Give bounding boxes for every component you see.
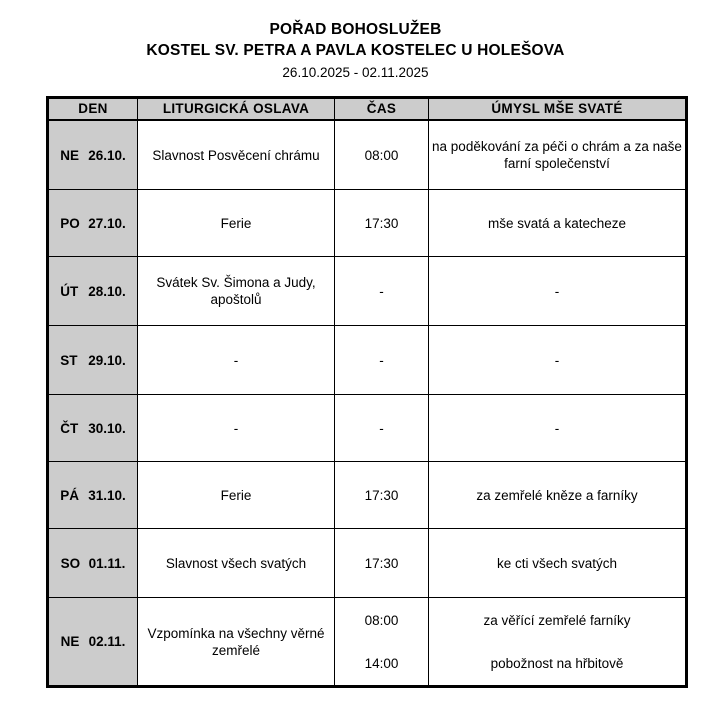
cell-day: SO 01.11. (47, 528, 138, 598)
schedule-table: DEN LITURGICKÁ OSLAVA ČAS ÚMYSL MŠE SVAT… (46, 96, 688, 688)
cell-intention: ke cti všech svatých (428, 528, 687, 598)
page-title-line1: POŘAD BOHOSLUŽEB (269, 21, 442, 38)
cell-day: ČT 30.10. (47, 394, 138, 462)
day-date: 27.10. (88, 215, 126, 231)
table-row: NE 02.11. Vzpomínka na všechny věrné zemř… (47, 597, 687, 687)
table-header-row: DEN LITURGICKÁ OSLAVA ČAS ÚMYSL MŠE SVAT… (47, 97, 687, 121)
cell-time: - (334, 325, 429, 395)
table-row: SO 01.11. Slavnost všech svatých 17:30 ke… (47, 528, 687, 598)
table-row: PÁ 31.10. Ferie 17:30 za zemřelé kněze a … (47, 461, 687, 529)
day-abbreviation: NE (60, 634, 80, 649)
schedule-table-wrapper: DEN LITURGICKÁ OSLAVA ČAS ÚMYSL MŠE SVAT… (46, 96, 688, 688)
cell-celebration: - (137, 325, 335, 395)
day-abbreviation: ÚT (60, 283, 79, 299)
time-primary: 08:00 (364, 612, 399, 628)
day-date: 01.11. (88, 555, 126, 571)
cell-celebration: - (137, 394, 335, 462)
cell-day: NE 02.11. (47, 597, 138, 687)
intention-secondary: pobožnost na hřbitově (490, 655, 624, 671)
day-abbreviation: NE (60, 147, 79, 163)
cell-time: - (334, 256, 429, 326)
cell-time: 17:30 (334, 461, 429, 529)
table-row: ST 29.10. - - - (47, 325, 687, 395)
day-date: 26.10. (88, 147, 126, 163)
cell-day: NE 26.10. (47, 119, 138, 190)
cell-day: ST 29.10. (47, 325, 138, 395)
cell-celebration: Vzpomínka na všechny věrné zemřelé (137, 597, 335, 687)
day-abbreviation: ST (60, 352, 78, 368)
table-row: ÚT 28.10. Svátek Sv. Šimona a Judy, apošt… (47, 256, 687, 326)
table-row: ČT 30.10. - - - (47, 394, 687, 462)
cell-intention: na poděkování za péči o chrám a za naše … (428, 119, 687, 190)
cell-celebration: Svátek Sv. Šimona a Judy, apoštolů (137, 256, 335, 326)
day-date: 30.10. (88, 420, 126, 436)
day-date: 02.11. (88, 634, 126, 649)
intention-primary: za věřící zemřelé farníky (483, 612, 631, 628)
day-date: 31.10. (88, 487, 126, 503)
table-row: PO 27.10. Ferie 17:30 mše svatá a kateche… (47, 189, 687, 257)
intention-stack: za věřící zemřelé farníky pobožnost na h… (429, 598, 685, 685)
day-date: 29.10. (88, 352, 126, 368)
cell-time: - (334, 394, 429, 462)
column-header-intention: ÚMYSL MŠE SVATÉ (428, 97, 687, 121)
cell-time: 17:30 (334, 189, 429, 257)
cell-intention: mše svatá a katecheze (428, 189, 687, 257)
cell-intention: - (428, 325, 687, 395)
page-title-line2: KOSTEL SV. PETRA A PAVLA KOSTELEC U HOLE… (146, 42, 565, 59)
cell-time: 08:00 (334, 119, 429, 190)
table-row: NE 26.10. Slavnost Posvěcení chrámu 08:00… (47, 119, 687, 190)
day-abbreviation: ČT (60, 420, 79, 436)
cell-day: PO 27.10. (47, 189, 138, 257)
column-header-celebration: LITURGICKÁ OSLAVA (137, 97, 335, 121)
day-date: 28.10. (88, 283, 126, 299)
celebration-text: Vzpomínka na všechny věrné zemřelé (147, 625, 325, 658)
schedule-table-body: NE 26.10. Slavnost Posvěcení chrámu 08:00… (47, 119, 687, 687)
time-secondary: 14:00 (364, 655, 399, 671)
cell-time: 08:00 14:00 (334, 597, 429, 687)
cell-intention: za věřící zemřelé farníky pobožnost na h… (428, 597, 687, 687)
cell-celebration: Slavnost všech svatých (137, 528, 335, 598)
document-heading: POŘAD BOHOSLUŽEB KOSTEL SV. PETRA A PAVL… (0, 0, 711, 83)
cell-celebration: Ferie (137, 189, 335, 257)
cell-celebration: Ferie (137, 461, 335, 529)
date-range: 26.10.2025 - 02.11.2025 (282, 65, 429, 80)
cell-intention: za zemřelé kněze a farníky (428, 461, 687, 529)
cell-day: ÚT 28.10. (47, 256, 138, 326)
cell-celebration: Slavnost Posvěcení chrámu (137, 119, 335, 190)
cell-time: 17:30 (334, 528, 429, 598)
cell-intention: - (428, 256, 687, 326)
time-stack: 08:00 14:00 (335, 598, 428, 685)
column-header-day: DEN (47, 97, 138, 121)
day-abbreviation: PO (60, 215, 80, 231)
day-abbreviation: SO (60, 555, 81, 571)
cell-intention: - (428, 394, 687, 462)
cell-day: PÁ 31.10. (47, 461, 138, 529)
column-header-time: ČAS (334, 97, 429, 121)
day-abbreviation: PÁ (60, 487, 79, 503)
